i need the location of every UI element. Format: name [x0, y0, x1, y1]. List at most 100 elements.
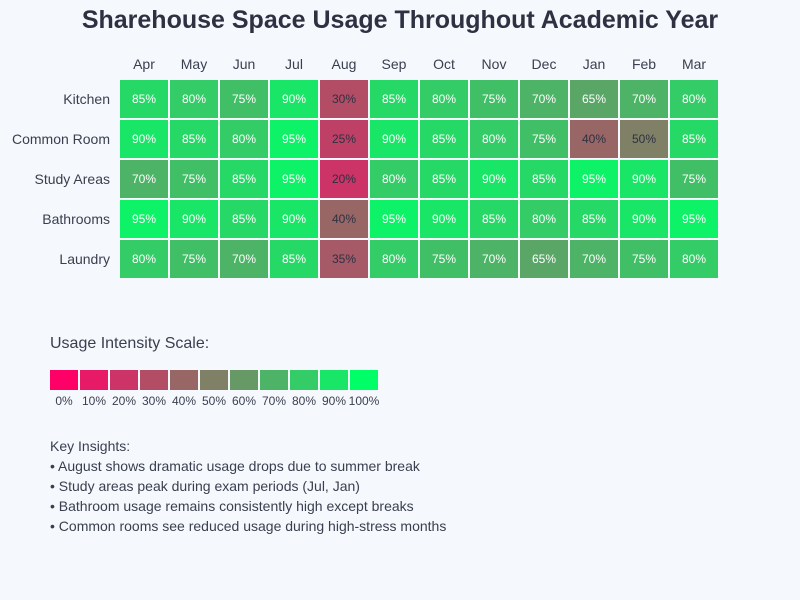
- legend-label: 60%: [231, 394, 257, 408]
- legend-label: 0%: [55, 394, 73, 408]
- heatmap-cell: 75%: [670, 160, 718, 198]
- heatmap-cell: 90%: [270, 200, 318, 238]
- heatmap-cell: 25%: [320, 120, 368, 158]
- heatmap-cell: 65%: [520, 240, 568, 278]
- column-label-mar: Mar: [681, 56, 707, 72]
- key-insights: Key Insights: • August shows dramatic us…: [50, 436, 446, 536]
- heatmap-cell: 80%: [470, 120, 518, 158]
- heatmap-cell: 95%: [670, 200, 718, 238]
- legend-swatch: [50, 370, 78, 390]
- heatmap-cell: 70%: [470, 240, 518, 278]
- heatmap-cell: 80%: [670, 80, 718, 118]
- legend-swatch: [200, 370, 228, 390]
- legend-label: 100%: [348, 394, 380, 408]
- legend-label: 90%: [321, 394, 347, 408]
- heatmap-cell: 40%: [320, 200, 368, 238]
- heatmap-cell: 85%: [420, 160, 468, 198]
- heatmap-cell: 70%: [120, 160, 168, 198]
- legend-swatch: [110, 370, 138, 390]
- heatmap-cell: 80%: [520, 200, 568, 238]
- heatmap-cell: 70%: [620, 80, 668, 118]
- heatmap-cell: 90%: [170, 200, 218, 238]
- column-label-feb: Feb: [631, 56, 657, 72]
- heatmap-cell: 80%: [670, 240, 718, 278]
- heatmap-cell: 80%: [370, 160, 418, 198]
- heatmap-cell: 75%: [170, 160, 218, 198]
- legend-label: 80%: [291, 394, 317, 408]
- heatmap-cell: 80%: [370, 240, 418, 278]
- heatmap-cell: 85%: [120, 80, 168, 118]
- heatmap-cell: 85%: [520, 160, 568, 198]
- heatmap-cell: 70%: [220, 240, 268, 278]
- legend-swatch: [290, 370, 318, 390]
- heatmap-cell: 90%: [620, 200, 668, 238]
- heatmap-cell: 85%: [370, 80, 418, 118]
- column-label-may: May: [180, 56, 208, 72]
- heatmap-cell: 90%: [370, 120, 418, 158]
- legend-swatch: [350, 370, 378, 390]
- heatmap-cell: 70%: [520, 80, 568, 118]
- legend-label: 20%: [111, 394, 137, 408]
- insight-item: • Common rooms see reduced usage during …: [50, 518, 447, 534]
- row-label: Study Areas: [34, 171, 111, 187]
- heatmap-cell: 95%: [270, 120, 318, 158]
- heatmap-cell: 75%: [170, 240, 218, 278]
- heatmap-cell: 65%: [570, 80, 618, 118]
- column-label-nov: Nov: [481, 56, 507, 72]
- heatmap-cell: 75%: [470, 80, 518, 118]
- heatmap-cell: 35%: [320, 240, 368, 278]
- insights-heading: Key Insights:: [50, 438, 131, 454]
- heatmap-cell: 30%: [320, 80, 368, 118]
- legend-swatch: [260, 370, 288, 390]
- legend-swatch: [140, 370, 168, 390]
- legend-swatch: [230, 370, 258, 390]
- row-label: Laundry: [59, 251, 110, 267]
- heatmap-cell: 75%: [620, 240, 668, 278]
- legend-label: 30%: [141, 394, 167, 408]
- heatmap-cell: 85%: [170, 120, 218, 158]
- heatmap-cell: 90%: [470, 160, 518, 198]
- heatmap-cell: 85%: [470, 200, 518, 238]
- heatmap-cell: 90%: [420, 200, 468, 238]
- heatmap-cell: 80%: [220, 120, 268, 158]
- heatmap-cell: 75%: [420, 240, 468, 278]
- heatmap-cell: 90%: [120, 120, 168, 158]
- heatmap-cell: 70%: [570, 240, 618, 278]
- column-label-oct: Oct: [433, 56, 455, 72]
- row-label: Common Room: [11, 131, 110, 147]
- column-label-aug: Aug: [331, 56, 357, 72]
- heatmap-cell: 85%: [420, 120, 468, 158]
- heatmap-cell: 95%: [370, 200, 418, 238]
- legend-label: 70%: [261, 394, 287, 408]
- heatmap-cell: 85%: [220, 160, 268, 198]
- heatmap-cell: 90%: [270, 80, 318, 118]
- column-label-jun: Jun: [232, 56, 256, 72]
- legend-swatch: [80, 370, 108, 390]
- row-label: Kitchen: [63, 91, 110, 107]
- heatmap-cell: 40%: [570, 120, 618, 158]
- heatmap-cell: 95%: [570, 160, 618, 198]
- column-label-apr: Apr: [133, 56, 155, 72]
- insight-item: • Bathroom usage remains consistently hi…: [50, 498, 414, 514]
- heatmap-cell: 20%: [320, 160, 368, 198]
- heatmap-cell: 85%: [220, 200, 268, 238]
- legend-title: Usage Intensity Scale:: [50, 335, 210, 352]
- column-label-jul: Jul: [285, 56, 303, 72]
- heatmap-cell: 90%: [620, 160, 668, 198]
- insight-item: • Study areas peak during exam periods (…: [50, 478, 360, 494]
- legend-swatch: [170, 370, 198, 390]
- heatmap-cell: 50%: [620, 120, 668, 158]
- heatmap-cell: 85%: [570, 200, 618, 238]
- heatmap-cell: 80%: [120, 240, 168, 278]
- heatmap-cell: 95%: [270, 160, 318, 198]
- heatmap-cell: 85%: [670, 120, 718, 158]
- heatmap-cell: 80%: [170, 80, 218, 118]
- insight-item: • August shows dramatic usage drops due …: [50, 458, 420, 474]
- heatmap-cell: 95%: [120, 200, 168, 238]
- legend-label: 10%: [81, 394, 107, 408]
- legend-swatch: [320, 370, 348, 390]
- heatmap-cell: 80%: [420, 80, 468, 118]
- heatmap-cell: 85%: [270, 240, 318, 278]
- column-label-dec: Dec: [531, 56, 557, 72]
